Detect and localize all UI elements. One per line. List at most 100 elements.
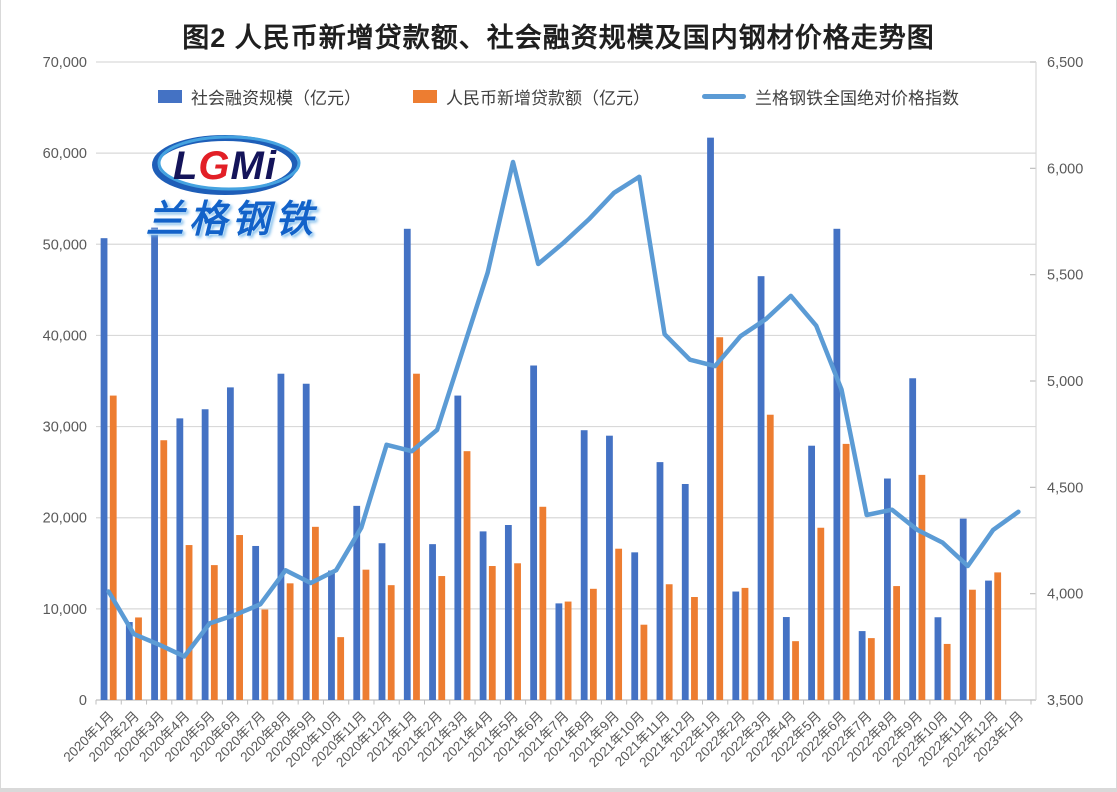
right-axis-label: 5,000 — [1047, 374, 1083, 390]
bar-social-financing — [429, 544, 436, 700]
bar-social-financing — [226, 387, 234, 700]
right-axis-label: 3,500 — [1047, 693, 1083, 709]
bar-social-financing — [353, 505, 361, 700]
bar-new-loans — [413, 373, 420, 700]
bar-new-loans — [792, 641, 799, 700]
bar-new-loans — [135, 617, 142, 700]
bar-new-loans — [109, 395, 117, 700]
bar-new-loans — [640, 624, 648, 700]
bar-social-financing — [378, 543, 386, 700]
bar-social-financing — [757, 276, 765, 700]
bar-social-financing — [909, 378, 917, 700]
bar-social-financing — [555, 603, 563, 700]
bar-social-financing — [732, 591, 740, 700]
right-axis-label: 6,500 — [1047, 55, 1083, 71]
bar-new-loans — [463, 451, 471, 700]
bar-social-financing — [530, 365, 538, 700]
bar-new-loans — [564, 601, 572, 700]
bar-new-loans — [210, 565, 218, 700]
bar-social-financing — [606, 435, 613, 700]
bar-social-financing — [631, 552, 639, 700]
bar-new-loans — [867, 638, 875, 700]
left-axis-label: 40,000 — [43, 328, 87, 344]
legend-item-price-index: 兰格钢铁全国绝对价格指数 — [702, 84, 959, 109]
bar-new-loans — [387, 585, 395, 700]
left-axis-label: 60,000 — [43, 146, 87, 162]
bar-new-loans — [893, 586, 901, 700]
bar-social-financing — [277, 373, 285, 700]
legend-label: 社会融资规模（亿元） — [191, 89, 361, 108]
legend-swatch-orange-bar — [413, 90, 437, 103]
right-axis-label: 4,000 — [1047, 587, 1083, 603]
bar-new-loans — [236, 535, 243, 700]
bar-social-financing — [176, 418, 184, 700]
legend-swatch-blue-bar — [158, 90, 182, 103]
bar-new-loans — [362, 569, 370, 700]
bar-new-loans — [438, 576, 446, 700]
price-index-line — [106, 159, 1021, 659]
legend-item-social-financing: 社会融资规模（亿元） — [158, 84, 361, 109]
legend-label: 人民币新增贷款额（亿元） — [446, 89, 650, 108]
bar-social-financing — [201, 409, 209, 700]
bar-social-financing — [884, 478, 891, 700]
bar-social-financing — [707, 137, 714, 701]
left-axis-label: 70,000 — [43, 55, 87, 71]
bar-new-loans — [589, 588, 597, 700]
bar-social-financing — [302, 383, 310, 700]
legend-label: 兰格钢铁全国绝对价格指数 — [755, 89, 959, 108]
bar-social-financing — [328, 570, 335, 700]
chart-legend: 社会融资规模（亿元） 人民币新增贷款额（亿元） 兰格钢铁全国绝对价格指数 — [1, 84, 1116, 109]
bar-social-financing — [151, 227, 158, 700]
bar-new-loans — [337, 637, 345, 700]
bar-social-financing — [934, 617, 942, 700]
bar-social-financing — [125, 622, 133, 700]
left-axis-label: 20,000 — [43, 511, 87, 527]
left-axis-label: 30,000 — [43, 420, 87, 436]
right-axis-label: 6,000 — [1047, 161, 1083, 177]
bar-social-financing — [985, 580, 992, 700]
bar-new-loans — [185, 545, 193, 700]
bar-new-loans — [539, 506, 547, 700]
legend-item-new-loans: 人民币新增贷款额（亿元） — [413, 84, 650, 109]
left-axis-label: 50,000 — [43, 237, 87, 253]
bar-new-loans — [286, 583, 294, 700]
bar-new-loans — [311, 526, 319, 700]
bar-social-financing — [858, 631, 866, 700]
bottom-border-strip — [1, 788, 1116, 792]
bar-social-financing — [656, 462, 664, 700]
legend-swatch-line — [702, 94, 746, 99]
left-axis-label: 10,000 — [43, 602, 87, 618]
bar-social-financing — [403, 228, 411, 700]
left-axis-label: 0 — [79, 693, 87, 709]
bar-new-loans — [160, 440, 168, 700]
bar-new-loans — [943, 643, 951, 700]
bar-social-financing — [833, 228, 841, 700]
bar-new-loans — [842, 443, 850, 700]
bar-new-loans — [514, 563, 521, 700]
bar-social-financing — [252, 545, 260, 700]
bar-social-financing — [454, 395, 462, 700]
bar-social-financing — [808, 445, 816, 700]
bar-social-financing — [959, 518, 967, 700]
right-axis-label: 5,500 — [1047, 268, 1083, 284]
bar-new-loans — [488, 566, 496, 700]
bar-new-loans — [716, 337, 724, 700]
bar-new-loans — [766, 414, 774, 700]
bar-new-loans — [691, 597, 698, 700]
bar-social-financing — [479, 531, 487, 700]
bar-new-loans — [665, 584, 673, 700]
bar-new-loans — [817, 527, 825, 700]
bar-new-loans — [741, 587, 749, 700]
bar-new-loans — [615, 548, 623, 700]
bar-new-loans — [969, 589, 976, 700]
bar-social-financing — [782, 617, 790, 700]
bar-new-loans — [918, 474, 926, 700]
bar-new-loans — [261, 609, 269, 700]
bar-social-financing — [100, 238, 108, 700]
right-axis-label: 4,500 — [1047, 480, 1083, 496]
bar-social-financing — [504, 525, 512, 700]
bar-social-financing — [580, 430, 588, 700]
bar-new-loans — [994, 572, 1002, 700]
